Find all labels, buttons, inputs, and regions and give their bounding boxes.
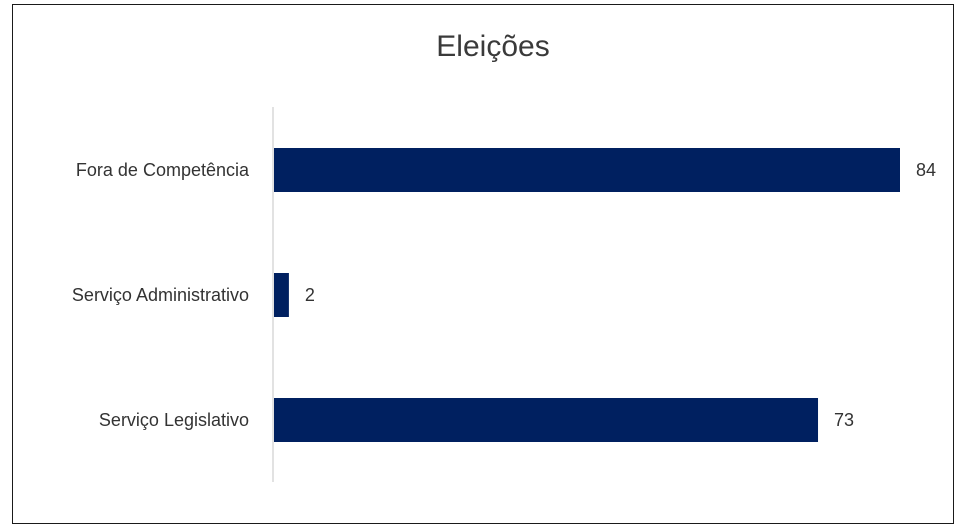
- category-label-3: Serviço Legislativo: [99, 410, 249, 430]
- chart-title: Eleições: [436, 30, 550, 63]
- bar-1: [274, 148, 900, 192]
- bars-group: [274, 148, 900, 442]
- value-label-1: 84: [916, 160, 936, 180]
- bar-2: [274, 273, 289, 317]
- value-label-2: 2: [305, 285, 315, 305]
- bar-chart: Fora de Competência Serviço Administrativ…: [72, 107, 936, 482]
- bar-3: [274, 398, 819, 442]
- value-label-3: 73: [834, 410, 854, 430]
- category-label-2: Serviço Administrativo: [72, 285, 249, 305]
- category-labels-group: Fora de Competência Serviço Administrativ…: [72, 160, 250, 430]
- category-label-1: Fora de Competência: [76, 160, 250, 180]
- value-labels-group: 84 2 73: [305, 160, 936, 430]
